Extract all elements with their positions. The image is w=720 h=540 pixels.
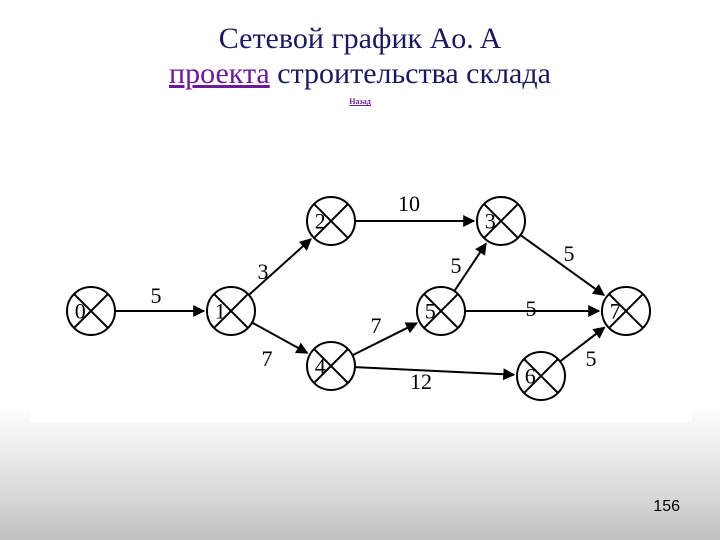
edge-label: 5 (586, 346, 597, 371)
edge-label: 12 (410, 369, 432, 394)
edge (560, 327, 604, 361)
node-label: 3 (485, 208, 496, 233)
title-line1: Сетевой график Ao. A (219, 22, 502, 55)
node-label: 6 (525, 363, 536, 388)
edge-label: 3 (258, 259, 269, 284)
edge-label: 7 (262, 346, 273, 371)
network-diagram: 53710712555501234567 (30, 165, 692, 422)
edge-label: 10 (398, 191, 420, 216)
slide: Сетевой график Ao. A проекта строительст… (0, 0, 720, 540)
edge-label: 5 (526, 296, 537, 321)
page-number: 156 (653, 498, 680, 516)
edge-label: 7 (371, 313, 382, 338)
edge (355, 367, 514, 375)
title-rest: строительства склада (270, 57, 551, 90)
node-label: 1 (215, 298, 226, 323)
node-label: 4 (315, 353, 326, 378)
back-link[interactable]: Назад (349, 97, 370, 106)
node-label: 7 (610, 298, 621, 323)
edge (352, 323, 416, 355)
back-link-container: Назад (0, 97, 720, 106)
diagram-svg: 53710712555501234567 (31, 166, 691, 421)
edge (252, 323, 307, 353)
node-label: 0 (75, 298, 86, 323)
edge (520, 235, 604, 295)
node-label: 2 (315, 208, 326, 233)
edge-label: 5 (151, 283, 162, 308)
slide-title: Сетевой график Ao. A проекта строительст… (0, 0, 720, 91)
edge-label: 5 (451, 253, 462, 278)
edge-label: 5 (564, 241, 575, 266)
node-label: 5 (425, 298, 436, 323)
title-link[interactable]: проекта (169, 57, 270, 90)
